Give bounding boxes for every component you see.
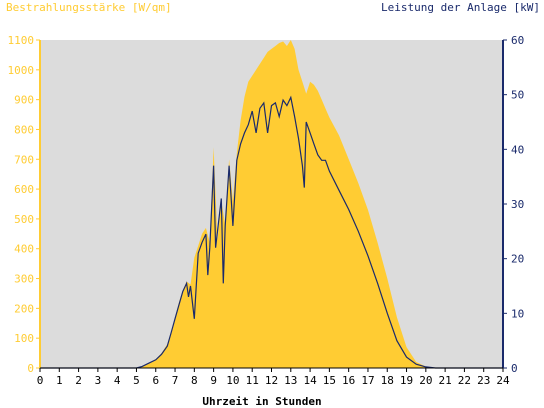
left-axis-tick-label: 1100: [8, 34, 35, 47]
x-axis-tick-label: 24: [496, 374, 510, 387]
x-axis-tick-label: 5: [133, 374, 140, 387]
x-axis-tick-label: 6: [152, 374, 159, 387]
left-axis-tick-label: 600: [14, 183, 34, 196]
x-axis-tick-label: 10: [226, 374, 239, 387]
x-axis-title: Uhrzeit in Stunden: [202, 395, 321, 408]
right-axis-tick-label: 40: [511, 143, 524, 156]
left-axis-tick-label: 1000: [8, 64, 35, 77]
x-axis-tick-label: 9: [210, 374, 217, 387]
right-axis-tick-label: 50: [511, 89, 524, 102]
left-axis-tick-label: 0: [27, 362, 34, 375]
right-axis-tick-label: 10: [511, 307, 524, 320]
x-axis-tick-label: 12: [265, 374, 278, 387]
x-axis-tick-label: 22: [458, 374, 471, 387]
x-axis-tick-label: 1: [56, 374, 63, 387]
x-axis-tick-label: 11: [246, 374, 259, 387]
x-axis-tick-label: 14: [303, 374, 317, 387]
left-axis-title: Bestrahlungsstärke [W/qm]: [6, 1, 172, 14]
x-axis-tick-label: 20: [419, 374, 432, 387]
x-axis-tick-label: 23: [477, 374, 490, 387]
right-axis-tick-label: 30: [511, 198, 524, 211]
x-axis-tick-label: 0: [37, 374, 44, 387]
x-axis-tick-label: 2: [75, 374, 82, 387]
left-axis-tick-label: 200: [14, 302, 34, 315]
series-layer: [40, 40, 503, 369]
left-axis-tick-label: 300: [14, 273, 34, 286]
left-axis-tick-label: 700: [14, 153, 34, 166]
irradiance-area: [40, 40, 503, 368]
x-axis-tick-label: 19: [400, 374, 413, 387]
x-axis-tick-label: 15: [323, 374, 336, 387]
ticks-layer: 0100200300400500600700800900100011000102…: [8, 34, 525, 387]
x-axis-tick-label: 17: [361, 374, 374, 387]
right-axis-tick-label: 60: [511, 34, 524, 47]
x-axis-tick-label: 3: [95, 374, 102, 387]
x-axis-tick-label: 13: [284, 374, 297, 387]
x-axis-tick-label: 18: [381, 374, 394, 387]
x-axis-tick-label: 16: [342, 374, 355, 387]
x-axis-tick-label: 8: [191, 374, 198, 387]
x-axis-tick-label: 4: [114, 374, 121, 387]
left-axis-tick-label: 100: [14, 332, 34, 345]
x-axis-tick-label: 21: [439, 374, 452, 387]
left-axis-tick-label: 800: [14, 123, 34, 136]
left-axis-tick-label: 500: [14, 213, 34, 226]
power-line: [40, 95, 503, 369]
x-axis-tick-label: 7: [172, 374, 179, 387]
right-axis-tick-label: 20: [511, 253, 524, 266]
left-axis-tick-label: 400: [14, 243, 34, 256]
right-axis-title: Leistung der Anlage [kW]: [381, 1, 540, 14]
left-axis-tick-label: 900: [14, 94, 34, 107]
right-axis-tick-label: 0: [511, 362, 518, 375]
